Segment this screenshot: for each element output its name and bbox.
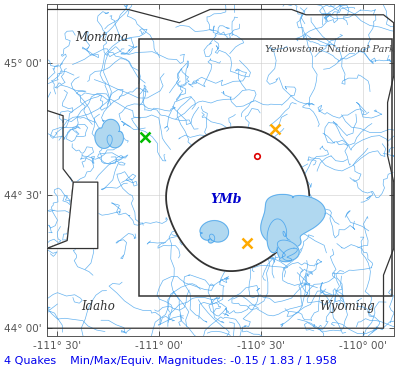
Polygon shape [276,240,299,262]
Bar [138,39,391,296]
Polygon shape [166,127,308,271]
Polygon shape [47,182,98,249]
Text: Wyoming: Wyoming [318,300,374,313]
Text: Yellowstone National Park: Yellowstone National Park [265,45,394,54]
Polygon shape [47,10,393,328]
Polygon shape [266,219,290,260]
Text: 4 Quakes    Min/Max/Equiv. Magnitudes: -0.15 / 1.83 / 1.958: 4 Quakes Min/Max/Equiv. Magnitudes: -0.1… [4,356,336,366]
Text: YMb: YMb [209,194,241,206]
Text: Idaho: Idaho [81,300,115,313]
Text: Montana: Montana [75,31,128,44]
Polygon shape [94,120,123,148]
Polygon shape [200,221,228,243]
Polygon shape [260,194,324,248]
